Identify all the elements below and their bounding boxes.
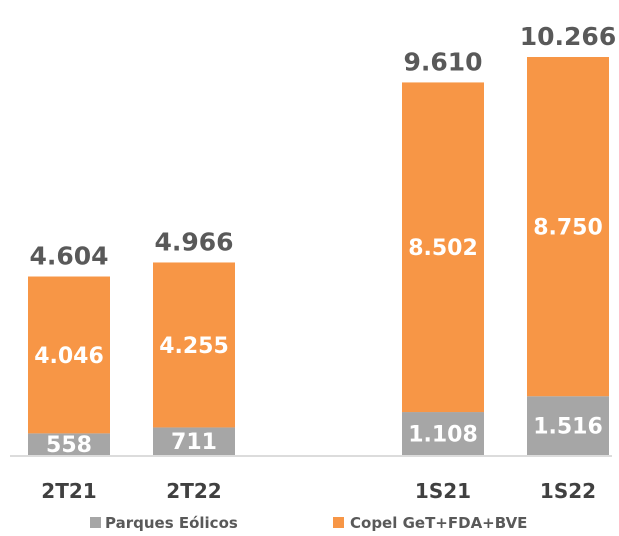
bar-copel-2t22 (153, 262, 235, 428)
total-label-2t21: 4.604 (29, 242, 108, 271)
legend-swatch-parques (90, 517, 101, 528)
data-label-copel-1s22: 8.750 (533, 216, 603, 241)
category-label-2t21: 2T21 (41, 479, 96, 503)
bar-parques-2t21 (28, 433, 110, 455)
total-label-1s21: 9.610 (403, 47, 482, 76)
bar-parques-1s21 (402, 412, 484, 455)
data-label-copel-2t21: 4.046 (34, 344, 104, 369)
data-label-copel-2t22: 4.255 (159, 334, 229, 359)
category-label-2t22: 2T22 (166, 479, 221, 503)
data-label-parques-2t21: 558 (46, 433, 92, 458)
bars-layer (28, 57, 609, 455)
legend-label-copel: Copel GeT+FDA+BVE (350, 514, 527, 532)
data-label-parques-2t22: 711 (171, 430, 217, 455)
legend: Parques Eólicos Copel GeT+FDA+BVE (90, 514, 527, 532)
legend-label-parques: Parques Eólicos (105, 514, 238, 532)
category-label-1s22: 1S22 (540, 479, 596, 503)
bar-parques-2t22 (153, 427, 235, 455)
bar-copel-1s21 (402, 82, 484, 413)
data-label-parques-1s22: 1.516 (533, 415, 603, 440)
category-label-1s21: 1S21 (415, 479, 471, 503)
data-label-parques-1s21: 1.108 (408, 423, 478, 448)
total-label-1s22: 10.266 (520, 22, 616, 51)
labels-layer: 558 4.046 4.604 2T21 711 4.255 4.966 2T22 1.108 8… (29, 22, 616, 503)
total-label-2t22: 4.966 (154, 227, 233, 256)
bar-parques-1s22 (527, 396, 609, 455)
legend-swatch-copel (333, 517, 344, 528)
bar-copel-1s22 (527, 57, 609, 397)
bar-copel-2t21 (28, 276, 110, 434)
data-label-copel-1s21: 8.502 (408, 236, 478, 261)
